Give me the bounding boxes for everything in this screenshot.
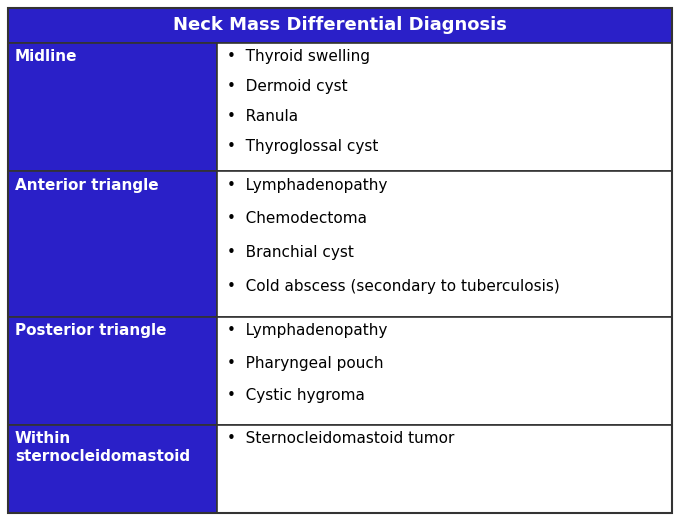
Bar [217, 43, 672, 171]
Text: Anterior triangle: Anterior triangle [15, 178, 158, 193]
Text: Midline: Midline [15, 49, 78, 65]
Text: •  Cold abscess (secondary to tuberculosis): • Cold abscess (secondary to tuberculosi… [227, 279, 560, 294]
Text: •  Branchial cyst: • Branchial cyst [227, 245, 354, 260]
Bar [8, 43, 217, 171]
Bar [8, 8, 672, 43]
Bar [217, 425, 672, 513]
Bar [8, 171, 217, 317]
Text: •  Sternocleidomastoid tumor: • Sternocleidomastoid tumor [227, 431, 455, 446]
Text: •  Pharyngeal pouch: • Pharyngeal pouch [227, 356, 384, 370]
Text: Within
sternocleidomastoid: Within sternocleidomastoid [15, 431, 190, 464]
Text: Posterior triangle: Posterior triangle [15, 323, 167, 338]
Text: •  Lymphadenopathy: • Lymphadenopathy [227, 178, 388, 193]
Text: •  Lymphadenopathy: • Lymphadenopathy [227, 323, 388, 338]
Text: •  Thyroid swelling: • Thyroid swelling [227, 49, 371, 65]
Bar [8, 425, 217, 513]
Bar [8, 317, 217, 425]
Text: Neck Mass Differential Diagnosis: Neck Mass Differential Diagnosis [173, 17, 507, 34]
Text: •  Dermoid cyst: • Dermoid cyst [227, 79, 348, 94]
Text: •  Cystic hygroma: • Cystic hygroma [227, 389, 365, 403]
Text: •  Ranula: • Ranula [227, 109, 299, 124]
Text: •  Thyroglossal cyst: • Thyroglossal cyst [227, 139, 379, 154]
Text: •  Chemodectoma: • Chemodectoma [227, 212, 367, 226]
Bar [217, 171, 672, 317]
Bar [217, 317, 672, 425]
